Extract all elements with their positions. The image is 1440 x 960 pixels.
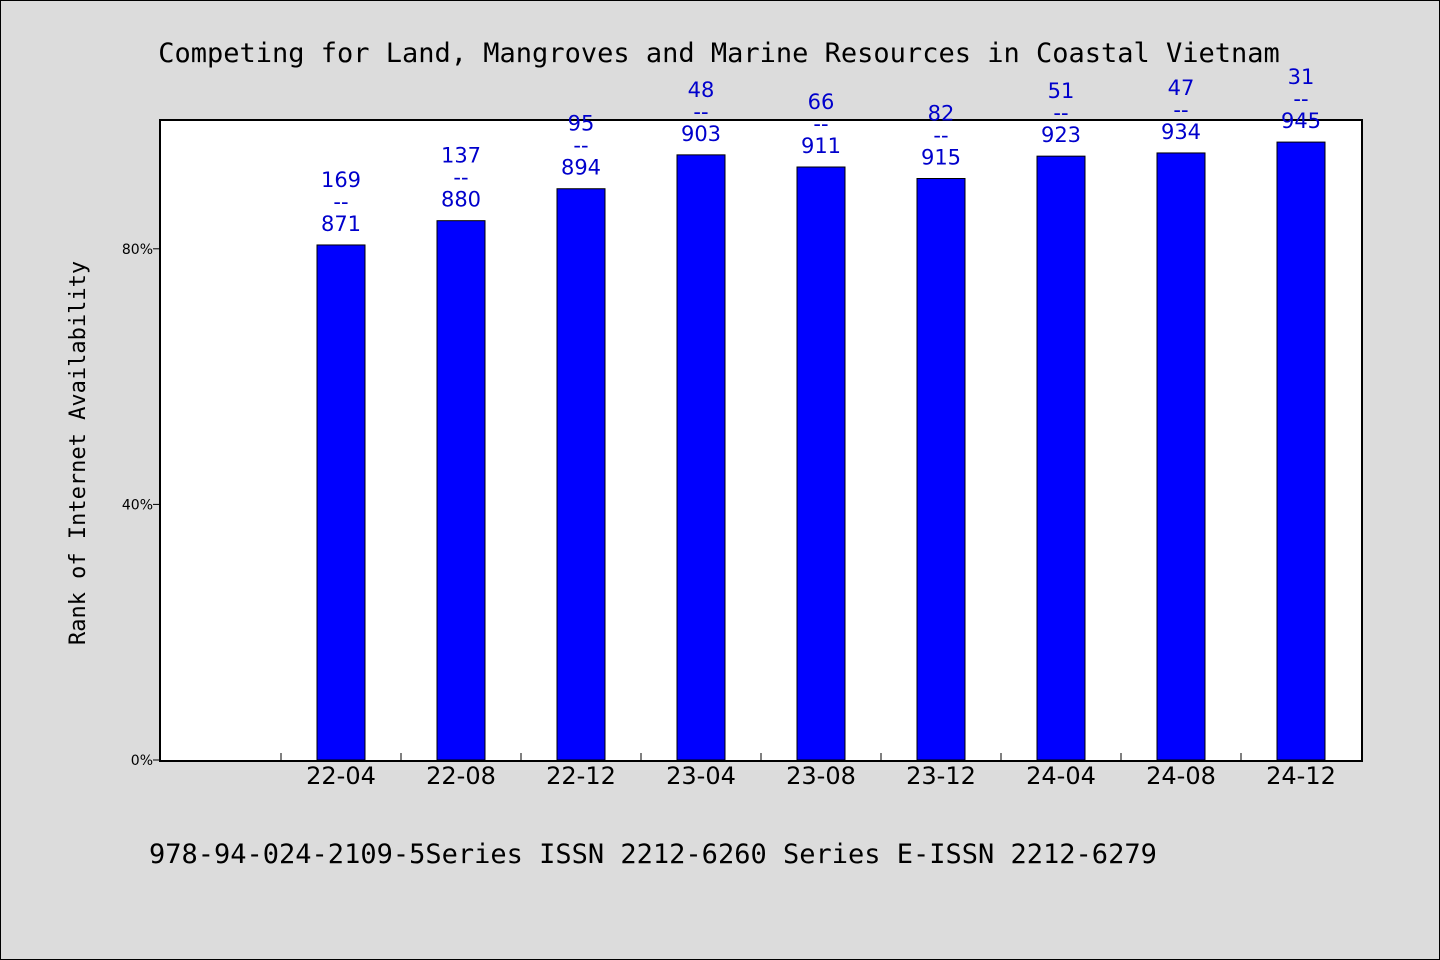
y-tick-label: 80% xyxy=(122,242,153,258)
data-labels: 169--871137--88095--89448--90366--91182-… xyxy=(321,65,1321,236)
bar xyxy=(796,166,846,761)
bar-data-label: 915 xyxy=(921,146,961,170)
y-tick-label: 40% xyxy=(122,497,153,513)
bar-data-label: 923 xyxy=(1041,123,1081,147)
bar-data-label: 48 xyxy=(688,78,715,102)
bar-data-label: -- xyxy=(813,112,828,136)
x-tick-label: 22-12 xyxy=(546,762,616,790)
chart-title: Competing for Land, Mangroves and Marine… xyxy=(158,38,1280,69)
bar-data-label: 82 xyxy=(928,102,955,126)
x-tick-label: 22-08 xyxy=(426,762,496,790)
bar-data-label: -- xyxy=(573,134,588,158)
x-tick-label: 24-04 xyxy=(1026,762,1096,790)
bar xyxy=(556,188,606,761)
bar-data-label: 894 xyxy=(561,156,601,180)
x-tick-label: 23-04 xyxy=(666,762,736,790)
bar-data-label: -- xyxy=(1293,87,1308,111)
bar xyxy=(436,220,486,761)
y-axis-label: Rank of Internet Availability xyxy=(66,261,91,645)
bar-data-label: 95 xyxy=(568,112,595,136)
bar-series xyxy=(316,141,1326,761)
y-tick-label: 0% xyxy=(131,753,153,769)
bar-data-label: 911 xyxy=(801,134,841,158)
x-tick-label: 24-08 xyxy=(1146,762,1216,790)
x-tick-label: 23-12 xyxy=(906,762,976,790)
x-axis: 22-04 22-08 22-12 23-04 23-08 23-12 24-04 24-08… xyxy=(280,753,1336,790)
bar xyxy=(1036,155,1086,761)
bar-data-label: -- xyxy=(333,190,348,214)
bar-data-label: 934 xyxy=(1161,120,1201,144)
bar-data-label: 871 xyxy=(321,212,361,236)
x-tick-label: 24-12 xyxy=(1266,762,1336,790)
bar-data-label: -- xyxy=(933,124,948,148)
bar-data-label: 169 xyxy=(321,168,361,192)
bar-data-label: -- xyxy=(1173,98,1188,122)
footer-isbn-text: 978-94-024-2109-5Series ISSN 2212-6260 S… xyxy=(149,839,1157,870)
bar-data-label: 880 xyxy=(441,188,481,212)
bar xyxy=(1156,152,1206,761)
bar-data-label: 137 xyxy=(441,144,481,168)
bar xyxy=(316,244,366,761)
bar-data-label: -- xyxy=(453,166,468,190)
bar-data-label: -- xyxy=(1053,101,1068,125)
x-tick-label: 22-04 xyxy=(306,762,376,790)
bar xyxy=(1276,141,1326,761)
bar xyxy=(916,178,966,761)
bar-data-label: 66 xyxy=(808,90,835,114)
bar-data-label: 47 xyxy=(1168,76,1195,100)
y-axis: 0% 40% 80% xyxy=(122,242,161,769)
x-tick-label: 23-08 xyxy=(786,762,856,790)
bar-data-label: 31 xyxy=(1288,65,1315,89)
bar-data-label: 903 xyxy=(681,122,721,146)
bar xyxy=(676,154,726,761)
bar-data-label: -- xyxy=(693,100,708,124)
bar-data-label: 51 xyxy=(1048,79,1075,103)
bar-data-label: 945 xyxy=(1281,109,1321,133)
